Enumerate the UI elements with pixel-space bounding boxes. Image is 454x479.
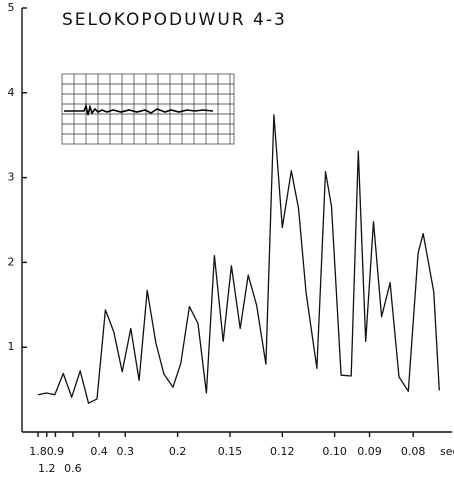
data-line: [38, 115, 439, 403]
chart: SELOKOPODUWUR 4-3 sec. 1 2 3 4 5 1.8 1.2 0.9 0.6…: [0, 0, 454, 479]
y-tick-label: 2: [8, 255, 15, 268]
chart-title: SELOKOPODUWUR 4-3: [62, 10, 287, 30]
x-tick-label: 0.15: [218, 445, 243, 458]
x-unit: sec.: [440, 445, 454, 458]
x-tick-label: 0.09: [357, 445, 382, 458]
x-tick-label: 0.4: [90, 445, 108, 458]
x-tick-label: 1.2: [38, 462, 56, 475]
y-tick-label: 3: [8, 171, 15, 184]
x-tick-label: 0.08: [401, 445, 426, 458]
y-tick-label: 1: [8, 340, 15, 353]
x-tick-label: 0.6: [64, 462, 82, 475]
x-tick-label: 0.3: [116, 445, 134, 458]
x-tick-label: 0.9: [47, 445, 65, 458]
x-tick-label: 1.8: [29, 445, 47, 458]
y-tick-label: 5: [8, 1, 15, 14]
seismogram-inset: [62, 74, 234, 144]
x-tick-label: 0.2: [169, 445, 187, 458]
x-tick-label: 0.10: [322, 445, 347, 458]
y-tick-label: 4: [8, 86, 15, 99]
x-tick-label: 0.12: [270, 445, 295, 458]
